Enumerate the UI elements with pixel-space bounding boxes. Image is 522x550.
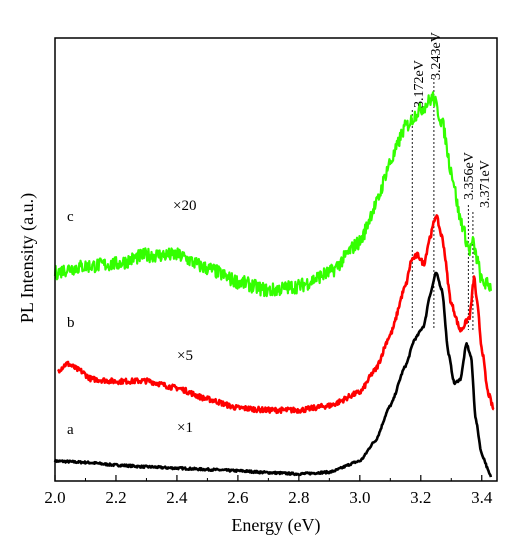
series-label-a: a bbox=[67, 422, 74, 438]
peak-label-3356: 3.356eV bbox=[462, 152, 477, 200]
x-tick-label: 2.4 bbox=[166, 488, 188, 507]
x-axis-title: Energy (eV) bbox=[231, 515, 320, 536]
peak-label-3371: 3.371eV bbox=[478, 160, 493, 208]
x-tick-label: 3.4 bbox=[471, 488, 493, 507]
series-line-c bbox=[53, 91, 492, 298]
x-tick-label: 2.0 bbox=[44, 488, 65, 507]
series-label-c: c bbox=[67, 209, 74, 225]
peak-marker-lines bbox=[411, 78, 474, 330]
peak-label-3172: 3.172eV bbox=[412, 60, 427, 108]
multiplier-label-b: ×5 bbox=[177, 348, 193, 364]
plot-frame bbox=[54, 37, 498, 482]
series-line-b bbox=[57, 214, 495, 415]
x-tick-label: 3.0 bbox=[349, 488, 370, 507]
multiplier-label-c: ×20 bbox=[173, 198, 196, 214]
series-line-a bbox=[53, 271, 493, 478]
x-tick-label: 3.2 bbox=[410, 488, 431, 507]
y-axis-title: PL Intensity (a.u.) bbox=[17, 193, 38, 323]
x-ticks: 2.0 2.2 2.4 2.6 2.8 3.0 3.2 3.4 bbox=[44, 475, 493, 507]
x-tick-label: 2.8 bbox=[288, 488, 309, 507]
peak-label-3243: 3.243eV bbox=[429, 32, 444, 80]
x-tick-label: 2.6 bbox=[227, 488, 248, 507]
x-tick-label: 2.2 bbox=[105, 488, 126, 507]
multiplier-label-a: ×1 bbox=[177, 420, 193, 436]
series-label-b: b bbox=[67, 315, 75, 331]
series-layer bbox=[53, 91, 495, 478]
